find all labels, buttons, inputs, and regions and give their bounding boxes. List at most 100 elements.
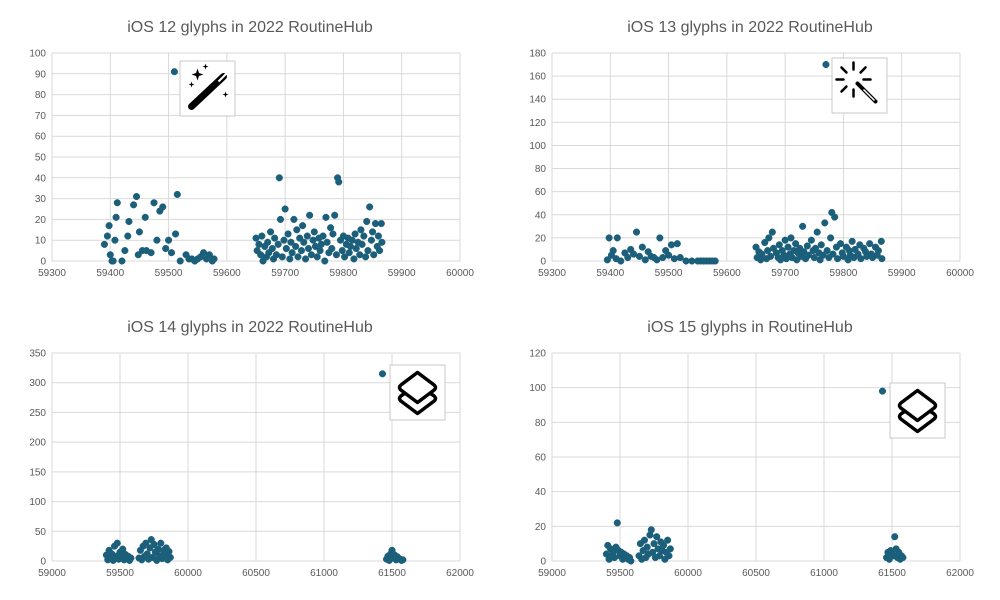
y-tick-label: 100 <box>29 497 46 508</box>
data-point <box>153 236 161 244</box>
data-point <box>831 213 839 221</box>
data-point <box>822 61 830 69</box>
data-point <box>647 526 655 534</box>
y-tick-label: 100 <box>529 383 546 394</box>
data-point <box>613 234 621 242</box>
data-point <box>170 68 178 76</box>
data-point <box>319 232 327 240</box>
data-point <box>370 251 378 259</box>
y-tick-label: 80 <box>535 418 547 429</box>
data-point <box>341 253 349 261</box>
data-point <box>141 213 149 221</box>
data-point <box>112 213 120 221</box>
data-point <box>357 226 365 234</box>
data-point <box>328 244 336 253</box>
magic-wand-sparkle-icon <box>831 57 888 114</box>
data-point <box>113 199 121 207</box>
chart-panel-ios14: iOS 14 glyphs in 2022 RoutineHub 59000 59… <box>10 305 490 595</box>
y-tick-label: 140 <box>529 95 546 106</box>
data-point <box>643 543 651 551</box>
data-point <box>176 257 184 265</box>
data-point <box>267 228 275 236</box>
chart-title: iOS 15 glyphs in RoutineHub <box>647 319 853 336</box>
chart-title: iOS 12 glyphs in 2022 RoutineHub <box>127 19 373 36</box>
y-tick-label: 250 <box>29 408 46 419</box>
data-point <box>159 203 167 211</box>
data-point <box>281 205 289 213</box>
x-tick-label: 59500 <box>155 268 183 279</box>
y-tick-label: 60 <box>535 187 547 198</box>
data-point <box>162 244 170 253</box>
y-tick-label: 60 <box>535 453 547 464</box>
data-point <box>150 540 158 548</box>
data-point <box>284 230 292 238</box>
data-point <box>813 228 821 236</box>
chart-title: iOS 13 glyphs in 2022 RoutineHub <box>627 19 873 36</box>
data-point <box>310 228 318 236</box>
data-point <box>258 232 266 240</box>
data-point <box>300 238 308 246</box>
y-tick-label: 40 <box>35 173 47 184</box>
data-point <box>659 541 668 549</box>
x-tick-label: 59300 <box>538 268 566 279</box>
x-tick-label: 61000 <box>310 568 338 579</box>
data-point <box>613 519 621 527</box>
data-point <box>609 247 617 255</box>
data-point <box>327 224 335 232</box>
data-point <box>271 234 279 242</box>
data-point <box>627 557 635 565</box>
y-tick-label: 200 <box>29 438 46 449</box>
x-tick-label: 59400 <box>596 268 624 279</box>
data-point <box>352 244 360 253</box>
y-tick-label: 80 <box>35 90 47 101</box>
data-point <box>345 249 353 257</box>
y-tick-label: 40 <box>535 210 547 221</box>
data-point <box>113 539 121 547</box>
data-point <box>827 234 835 242</box>
data-point <box>666 545 674 553</box>
data-point <box>292 242 300 250</box>
data-point <box>767 252 775 260</box>
data-point <box>711 257 719 265</box>
data-point <box>103 232 111 240</box>
y-tick-label: 160 <box>529 72 546 83</box>
data-point <box>369 228 377 236</box>
data-point <box>667 241 676 249</box>
data-point <box>301 255 310 263</box>
data-point <box>874 247 882 255</box>
data-point <box>276 215 285 223</box>
data-point <box>278 253 286 261</box>
data-point <box>673 240 681 248</box>
data-point <box>836 240 845 248</box>
data-point <box>378 238 386 246</box>
data-point <box>130 201 138 209</box>
x-tick-label: 59800 <box>330 268 358 279</box>
data-point <box>166 553 174 561</box>
data-point <box>364 247 372 255</box>
data-point <box>758 250 766 258</box>
data-point <box>775 241 783 249</box>
data-point <box>676 253 684 262</box>
data-point <box>640 536 649 544</box>
x-tick-label: 59400 <box>96 268 124 279</box>
data-point <box>761 238 769 247</box>
x-tick-label: 62000 <box>446 568 474 579</box>
data-point <box>111 236 119 244</box>
data-point <box>288 249 296 257</box>
data-point <box>264 238 272 246</box>
y-tick-label: 350 <box>29 349 46 360</box>
x-tick-label: 60000 <box>446 268 474 279</box>
x-tick-label: 59900 <box>388 268 416 279</box>
x-tick-label: 59500 <box>655 268 683 279</box>
data-point <box>294 253 302 261</box>
data-point <box>268 244 276 253</box>
y-tick-label: 60 <box>35 132 47 143</box>
data-point <box>150 199 158 207</box>
data-point <box>109 257 117 265</box>
data-point <box>100 240 109 248</box>
data-point <box>304 244 313 253</box>
data-point <box>106 251 114 259</box>
data-point <box>124 232 132 240</box>
scatter-plot: 59000 59500 60000 60500 61000 61500 62000 0 20 40… <box>529 349 974 580</box>
y-tick-label: 70 <box>35 111 47 122</box>
